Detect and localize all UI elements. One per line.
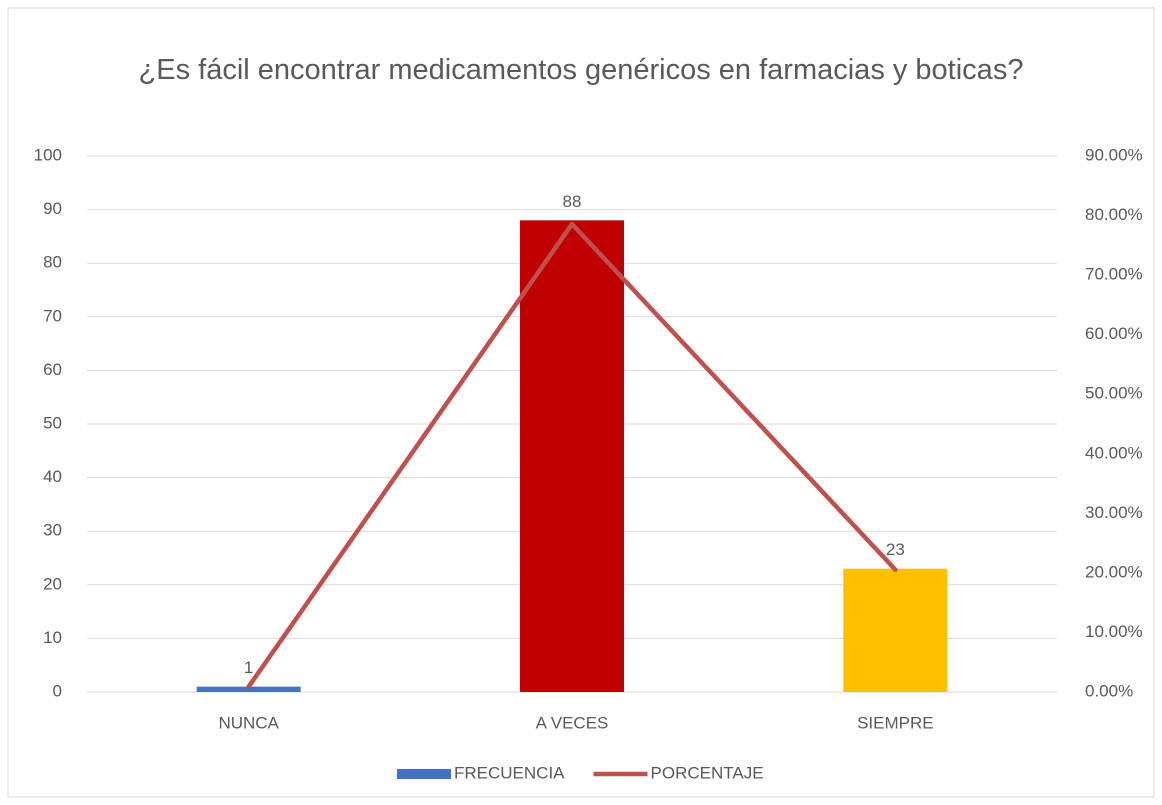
legend-swatch <box>397 769 451 779</box>
y2-tick-label: 40.00% <box>1085 443 1143 462</box>
y-tick-label: 30 <box>43 521 62 540</box>
bar <box>520 220 624 692</box>
y-tick-label: 80 <box>43 253 62 272</box>
y2-tick-label: 20.00% <box>1085 562 1143 581</box>
x-tick-label: A VECES <box>536 713 609 732</box>
y2-tick-label: 10.00% <box>1085 622 1143 641</box>
data-label: 23 <box>886 540 905 559</box>
y2-tick-label: 60.00% <box>1085 324 1143 343</box>
bar <box>843 568 948 692</box>
y2-tick-label: 70.00% <box>1085 265 1143 284</box>
y2-tick-label: 90.00% <box>1085 145 1143 164</box>
y2-tick-label: 80.00% <box>1085 205 1143 224</box>
y-tick-label: 20 <box>43 574 62 593</box>
data-label: 88 <box>563 192 582 211</box>
y-tick-label: 50 <box>43 413 62 432</box>
bar <box>196 686 301 692</box>
y-tick-label: 70 <box>43 306 62 325</box>
y2-tick-label: 0.00% <box>1085 681 1133 700</box>
data-label: 1 <box>244 658 253 677</box>
y2-tick-label: 50.00% <box>1085 384 1143 403</box>
chart-title: ¿Es fácil encontrar medicamentos genéric… <box>138 54 1024 86</box>
y-tick-label: 40 <box>43 467 62 486</box>
legend-label: FRECUENCIA <box>454 763 565 782</box>
line <box>246 221 898 689</box>
y2-tick-label: 30.00% <box>1085 503 1143 522</box>
y-tick-label: 0 <box>53 681 62 700</box>
legend-label: PORCENTAJE <box>651 763 764 782</box>
x-tick-label: SIEMPRE <box>857 713 934 732</box>
y-tick-label: 100 <box>34 145 62 164</box>
y-tick-label: 60 <box>43 360 62 379</box>
y-tick-label: 10 <box>43 628 62 647</box>
y-tick-label: 90 <box>43 199 62 218</box>
x-tick-label: NUNCA <box>218 713 279 732</box>
